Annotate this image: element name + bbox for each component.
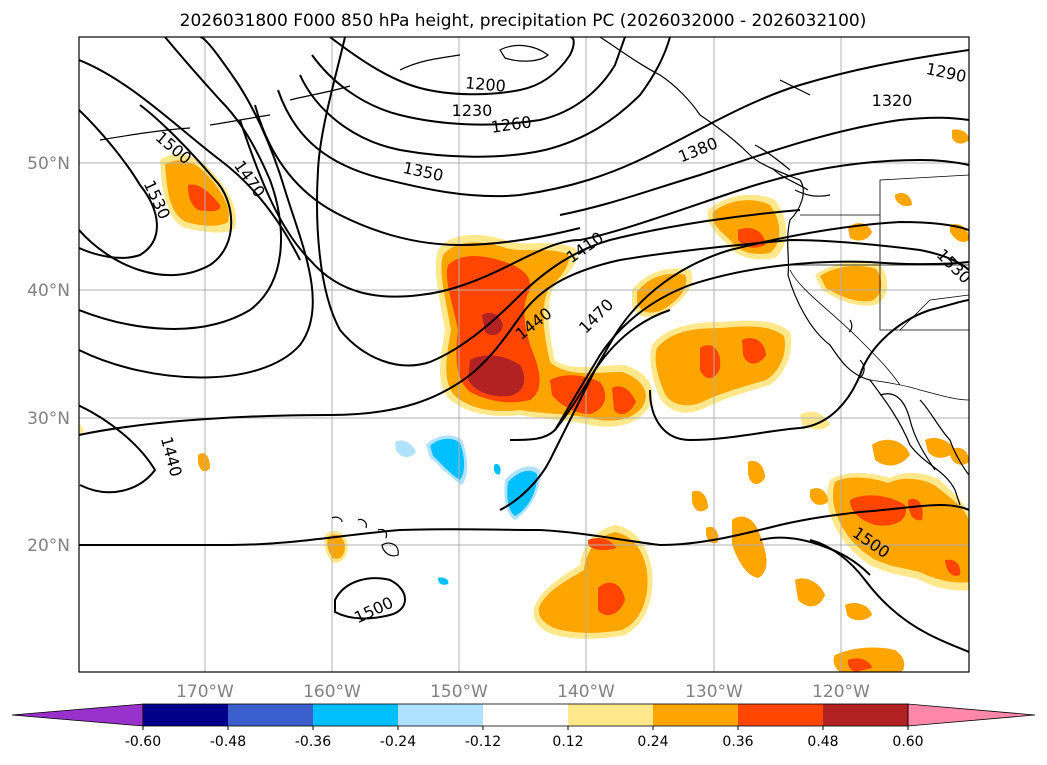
colorbar-label: -0.36 bbox=[295, 734, 331, 750]
colorbar-bin bbox=[228, 704, 313, 726]
map-area: 1200 1230 1260 1290 1320 1350 1380 1410 … bbox=[79, 37, 969, 672]
precipitation-shading bbox=[79, 129, 969, 672]
colorbar-label: 0.12 bbox=[552, 734, 583, 750]
lon-label-140w: 140°W bbox=[557, 682, 615, 702]
colorbar-bin bbox=[313, 704, 398, 726]
lon-label-170w: 170°W bbox=[176, 682, 234, 702]
colorbar-bin bbox=[653, 704, 738, 726]
colorbar-label: -0.24 bbox=[380, 734, 416, 750]
contour-label-1200: 1200 bbox=[464, 73, 506, 95]
height-contours bbox=[79, 37, 969, 653]
figure-title: 2026031800 F000 850 hPa height, precipit… bbox=[180, 11, 867, 31]
colorbar-label: -0.48 bbox=[210, 734, 246, 750]
colorbar-bin bbox=[398, 704, 483, 726]
colorbar-bin bbox=[738, 704, 823, 726]
lat-label-30n: 30°N bbox=[27, 409, 70, 429]
colorbar-label: -0.60 bbox=[125, 734, 161, 750]
lon-label-130w: 130°W bbox=[685, 682, 743, 702]
colorbar-label: 0.24 bbox=[637, 734, 668, 750]
colorbar-extend-high bbox=[907, 703, 1036, 727]
colorbar-bin bbox=[483, 704, 568, 726]
political-borders bbox=[789, 174, 969, 401]
colorbar-label: 0.60 bbox=[892, 734, 923, 750]
longitude-labels: 170°W 160°W 150°W 140°W 130°W 120°W bbox=[176, 682, 870, 702]
map-frame bbox=[78, 36, 970, 673]
colorbar: -0.60 -0.48 -0.36 -0.24 -0.12 0.12 0.24 0.36 0.4… bbox=[11, 703, 1036, 750]
latitude-labels: 50°N 40°N 30°N 20°N bbox=[27, 154, 70, 556]
colorbar-bin bbox=[568, 704, 653, 726]
lat-label-50n: 50°N bbox=[27, 154, 70, 174]
lon-label-120w: 120°W bbox=[812, 682, 870, 702]
contour-label-1320: 1320 bbox=[872, 91, 913, 110]
colorbar-bin bbox=[143, 704, 228, 726]
contour-label-1230: 1230 bbox=[452, 101, 493, 120]
colorbar-frame bbox=[142, 703, 909, 727]
lat-label-40n: 40°N bbox=[27, 281, 70, 301]
colorbar-label: 0.48 bbox=[807, 734, 838, 750]
colorbar-label: 0.36 bbox=[722, 734, 753, 750]
colorbar-label: -0.12 bbox=[465, 734, 501, 750]
lon-label-160w: 160°W bbox=[303, 682, 361, 702]
lon-label-150w: 150°W bbox=[430, 682, 488, 702]
colorbar-bin bbox=[823, 704, 908, 726]
lat-label-20n: 20°N bbox=[27, 536, 70, 556]
colorbar-extend-low bbox=[11, 703, 144, 727]
